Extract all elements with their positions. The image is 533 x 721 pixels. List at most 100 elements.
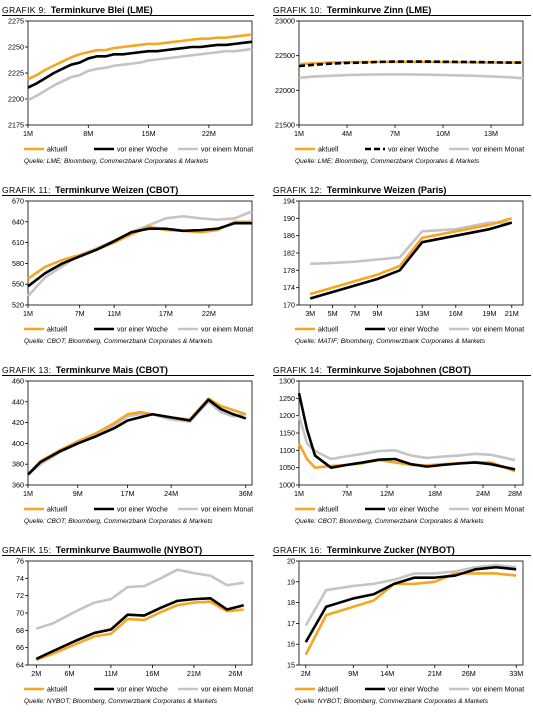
y-tick-label: 74 [16, 574, 24, 583]
series-line-week [298, 60, 523, 68]
y-tick-label: 440 [12, 397, 24, 406]
y-tick-label: 182 [283, 249, 295, 258]
x-tick-label: 1M [294, 489, 304, 498]
x-tick-label: 7M [75, 309, 85, 318]
x-tick-label: 26M [462, 669, 476, 678]
y-tick-label: 68 [16, 626, 24, 635]
y-tick-label: 16 [287, 640, 295, 649]
chart-panel: GRAFIK 15: Terminkurve Baumwolle (NYBOT)… [2, 543, 257, 721]
line-chart: 64 66 68 70 72 74 76 2M 6M 11M 16M 21M 26M aktuell vor… [16, 557, 253, 694]
x-tick-label: 7M [342, 489, 352, 498]
y-tick-label: 64 [16, 661, 24, 670]
title-rule [273, 195, 531, 196]
x-tick-label: 22M [202, 129, 216, 138]
x-tick-label: 19M [482, 309, 496, 318]
chart-name: Terminkurve Mais (CBOT) [55, 365, 168, 375]
legend-label-month: vor einem Monat [472, 507, 524, 514]
chart-name: Terminkurve Blei (LME) [50, 5, 153, 15]
legend-label-week: vor einer Woche [388, 327, 439, 334]
title-rule [273, 15, 531, 16]
y-tick-label: 670 [12, 197, 24, 206]
line-chart: 2175 2200 2225 2250 2275 1M 8M 15M 22M aktuell vor… [8, 17, 253, 154]
series-line-month [298, 73, 524, 80]
title-rule [273, 375, 531, 376]
y-tick-label: 170 [283, 301, 295, 310]
chart-name: Terminkurve Weizen (Paris) [326, 185, 447, 195]
series-line-current [309, 217, 513, 296]
x-tick-label: 1M [294, 129, 304, 138]
x-tick-label: 26M [228, 669, 242, 678]
series-line-current [27, 33, 253, 81]
legend-label-current: aktuell [47, 507, 68, 514]
title-rule [2, 15, 254, 16]
y-tick-label: 178 [283, 266, 295, 275]
line-chart: 21500 22000 22500 23000 1M 4M 7M 10M 13M aktuell v… [275, 17, 524, 154]
chart-number: GRAFIK 16: [273, 545, 323, 555]
chart-number: GRAFIK 15: [2, 545, 52, 555]
x-tick-label: 11M [104, 669, 117, 678]
x-tick-label: 16M [449, 309, 463, 318]
y-tick-label: 550 [12, 280, 24, 289]
x-tick-label: 2M [31, 669, 41, 678]
legend-label-week: vor einer Woche [117, 147, 168, 154]
y-tick-label: 190 [283, 214, 295, 223]
y-tick-label: 360 [12, 481, 24, 490]
x-tick-label: 22M [202, 309, 216, 318]
series-line-week [309, 221, 513, 300]
title-rule [273, 555, 531, 556]
x-tick-label: 15M [142, 129, 156, 138]
x-tick-label: 36M [239, 489, 253, 498]
chart-panel: GRAFIK 10: Terminkurve Zinn (LME) 21500 22… [273, 3, 531, 181]
plot-frame [27, 380, 253, 486]
series-line-month [27, 47, 253, 102]
chart-title: GRAFIK 12: Terminkurve Weizen (Paris) [273, 183, 446, 196]
title-rule [2, 195, 254, 196]
series-line-week [297, 392, 516, 471]
y-tick-label: 22000 [275, 86, 295, 95]
x-tick-label: 14M [380, 669, 394, 678]
legend-label-month: vor einem Monat [472, 687, 524, 694]
chart-number: GRAFIK 14: [273, 365, 323, 375]
line-chart: 170 174 178 182 186 190 194 3M 5M 7M 9M 13M 16M 19M 21… [283, 197, 524, 334]
legend-label-current: aktuell [318, 687, 339, 694]
y-tick-label: 1000 [279, 481, 295, 490]
series-line-week [27, 40, 253, 89]
y-tick-label: 66 [16, 643, 24, 652]
chart-title: GRAFIK 11: Terminkurve Weizen (CBOT) [2, 183, 178, 196]
y-tick-label: 2250 [8, 43, 24, 52]
x-tick-label: 24M [476, 489, 490, 498]
chart-name: Terminkurve Baumwolle (NYBOT) [55, 545, 203, 555]
plot-frame [298, 380, 524, 486]
legend-label-current: aktuell [318, 507, 339, 514]
source-note: Quelle: LME; Bloomberg, Commerzbank Corp… [295, 158, 480, 165]
chart-number: GRAFIK 12: [273, 185, 323, 195]
legend-label-current: aktuell [47, 327, 68, 334]
series-line-week [27, 221, 252, 288]
x-tick-label: 5M [328, 309, 338, 318]
y-tick-label: 1150 [280, 429, 295, 438]
x-tick-label: 8M [83, 129, 93, 138]
chart-panel: GRAFIK 12: Terminkurve Weizen (Paris) 170… [273, 183, 531, 361]
chart-title: GRAFIK 14: Terminkurve Sojabohnen (CBOT) [273, 363, 471, 376]
x-tick-label: 17M [121, 489, 135, 498]
chart-number: GRAFIK 13: [2, 365, 52, 375]
legend-label-week: vor einer Woche [117, 687, 168, 694]
plot-frame [298, 560, 524, 666]
chart-title: GRAFIK 9: Terminkurve Blei (LME) [2, 3, 153, 16]
series-line-week [304, 565, 517, 643]
legend-label-current: aktuell [318, 327, 339, 334]
y-tick-label: 380 [12, 460, 24, 469]
y-tick-label: 1250 [279, 394, 295, 403]
chart-title: GRAFIK 16: Terminkurve Zucker (NYBOT) [273, 543, 455, 556]
x-tick-label: 9M [372, 309, 382, 318]
y-tick-label: 520 [12, 301, 24, 310]
legend-label-week: vor einer Woche [388, 147, 439, 154]
y-tick-label: 580 [12, 259, 24, 268]
chart-title: GRAFIK 15: Terminkurve Baumwolle (NYBOT) [2, 543, 202, 556]
series-line-current [35, 600, 244, 662]
legend-label-week: vor einer Woche [388, 687, 439, 694]
source-note: Quelle: NYBOT; Bloomberg, Commerzbank Co… [295, 698, 488, 705]
legend-label-month: vor einem Monat [201, 147, 253, 154]
plot-frame [27, 200, 253, 306]
legend-label-current: aktuell [47, 147, 68, 154]
